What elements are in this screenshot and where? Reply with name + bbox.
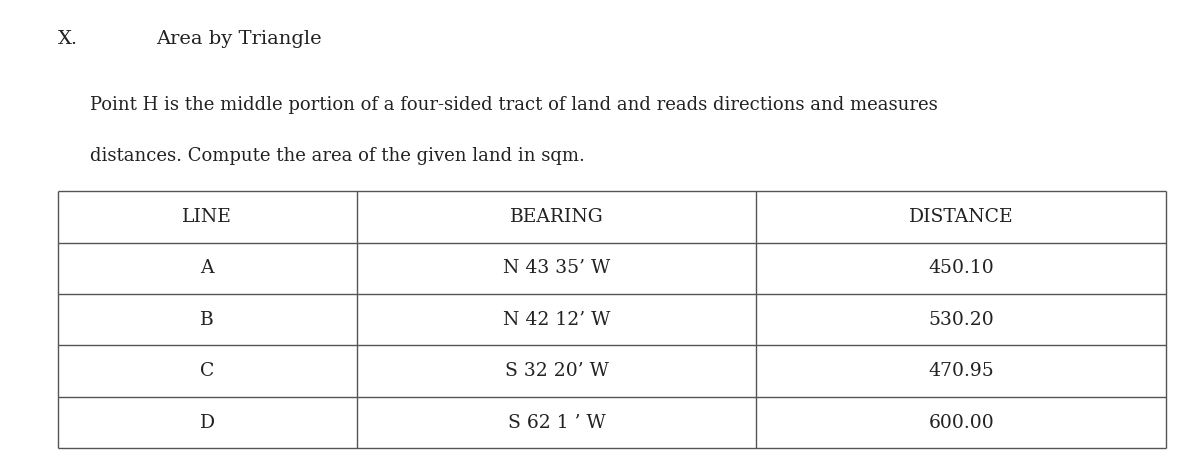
Text: LINE: LINE bbox=[182, 208, 233, 226]
Text: N 42 12’ W: N 42 12’ W bbox=[503, 311, 611, 329]
Text: S 62 1 ’ W: S 62 1 ’ W bbox=[508, 413, 606, 432]
Text: X.: X. bbox=[58, 30, 78, 48]
Text: A: A bbox=[200, 259, 214, 277]
Text: C: C bbox=[200, 362, 215, 380]
Text: 530.20: 530.20 bbox=[929, 311, 994, 329]
Text: Area by Triangle: Area by Triangle bbox=[156, 30, 322, 48]
Text: B: B bbox=[200, 311, 214, 329]
Text: 470.95: 470.95 bbox=[929, 362, 994, 380]
Text: N 43 35’ W: N 43 35’ W bbox=[503, 259, 610, 277]
Text: DISTANCE: DISTANCE bbox=[908, 208, 1014, 226]
Text: 450.10: 450.10 bbox=[929, 259, 994, 277]
Text: Point H is the middle portion of a four-sided tract of land and reads directions: Point H is the middle portion of a four-… bbox=[90, 96, 937, 114]
Text: S 32 20’ W: S 32 20’ W bbox=[505, 362, 608, 380]
Text: D: D bbox=[199, 413, 215, 432]
Text: 600.00: 600.00 bbox=[929, 413, 994, 432]
Text: distances. Compute the area of the given land in sqm.: distances. Compute the area of the given… bbox=[90, 147, 584, 165]
Text: BEARING: BEARING bbox=[510, 208, 604, 226]
